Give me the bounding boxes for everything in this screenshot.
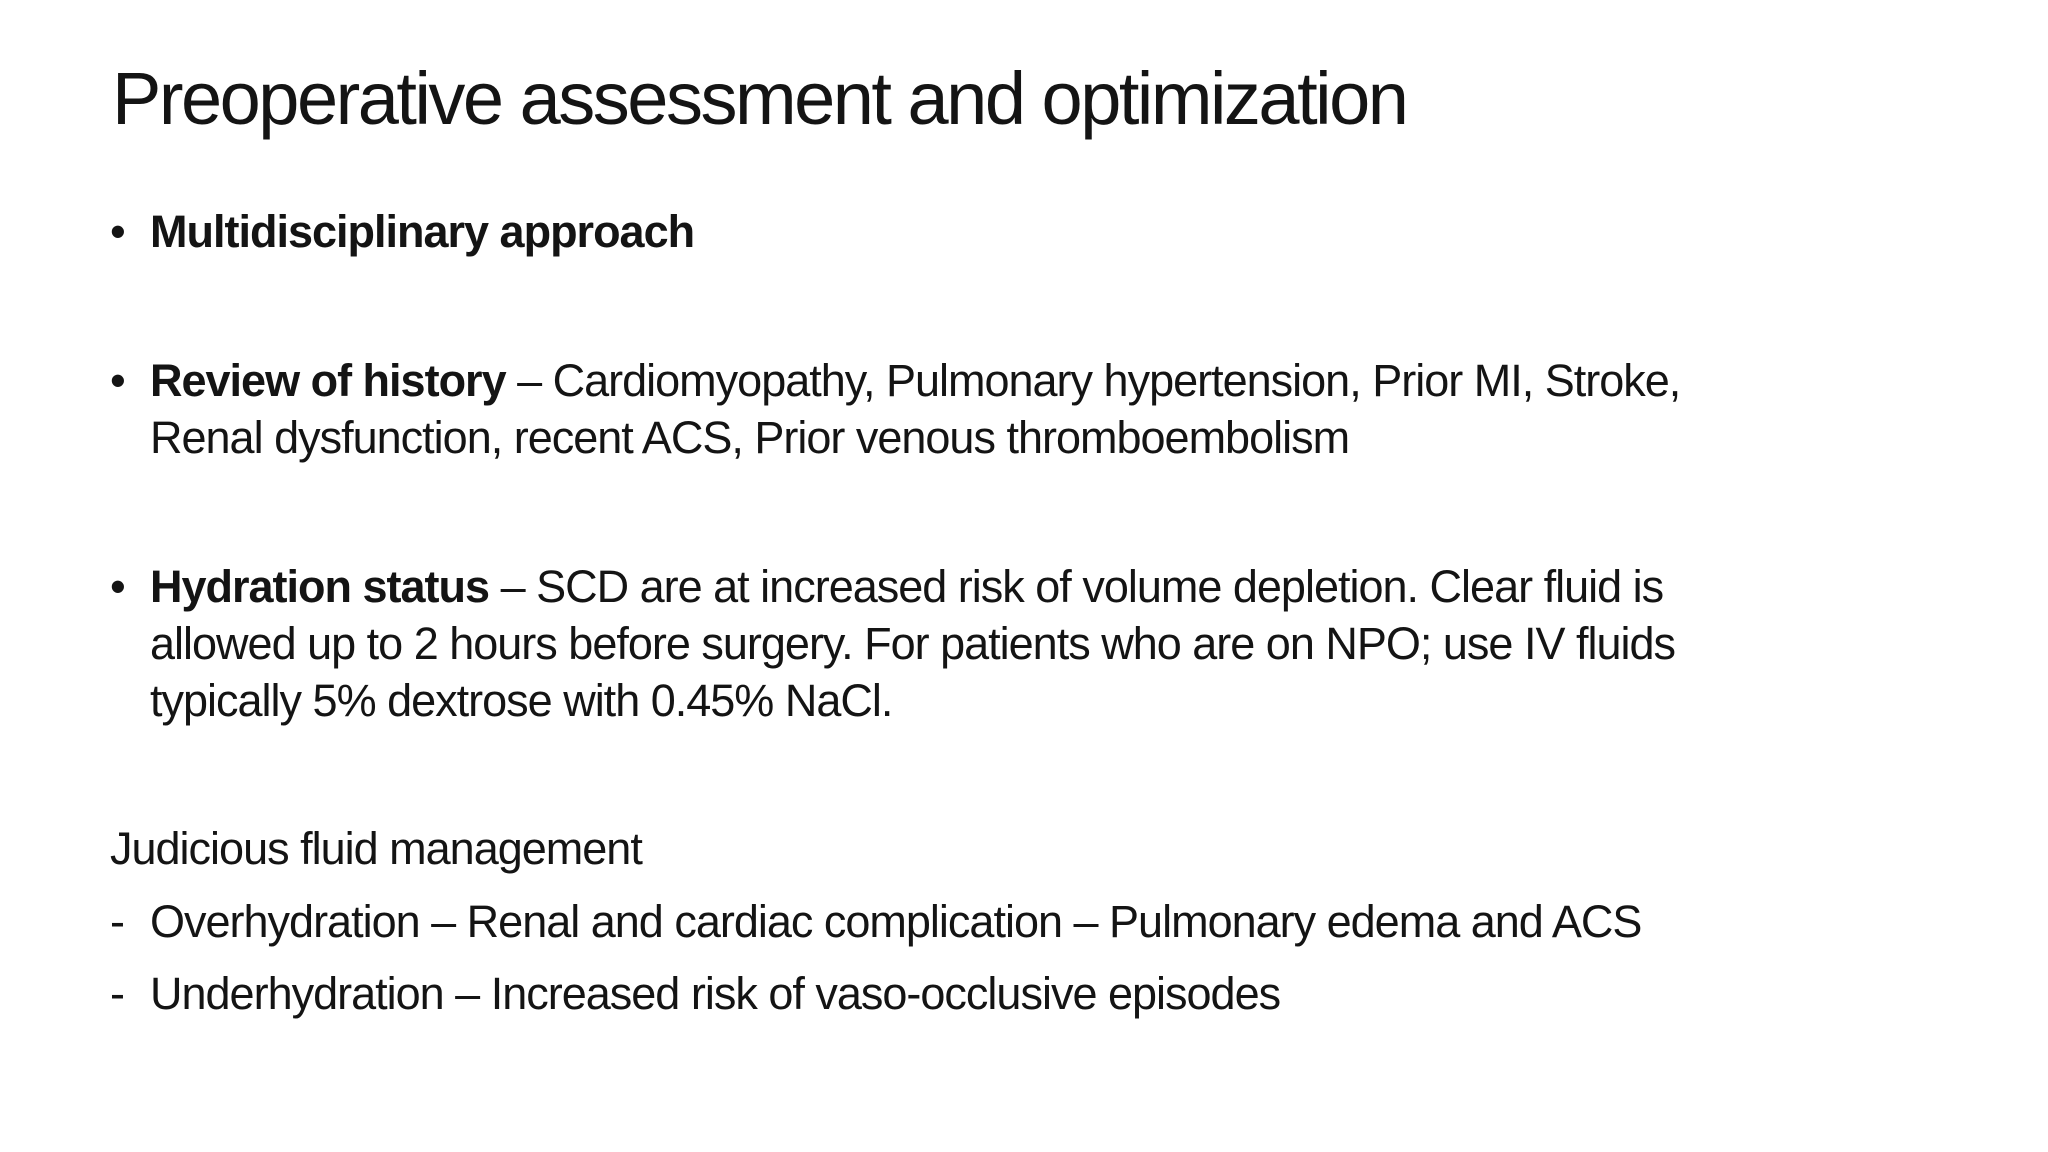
bullet-dot-icon: • (110, 206, 126, 257)
bullet-dot-icon: • (110, 355, 126, 406)
dash-item-underhydration: - Underhydration – Increased risk of vas… (110, 965, 1281, 1022)
dash-item-text: Overhydration – Renal and cardiac compli… (150, 896, 1642, 947)
bullet-item-review-of-history: • Review of history – Cardiomyopathy, Pu… (110, 352, 1681, 466)
bullet-rest-text: – Cardiomyopathy, Pulmonary hypertension… (150, 355, 1681, 463)
subsection-heading-judicious-fluid-management: Judicious fluid management (110, 823, 643, 874)
dash-item-text: Underhydration – Increased risk of vaso-… (150, 968, 1281, 1019)
bullet-item-multidisciplinary: • Multidisciplinary approach (110, 203, 695, 260)
bullet-text: Multidisciplinary approach (150, 203, 695, 260)
bullet-lead-text: Review of history (150, 355, 507, 406)
slide-title: Preoperative assessment and optimization (112, 57, 1409, 140)
bullet-dot-icon: • (110, 561, 126, 612)
bullet-lead-text: Multidisciplinary approach (150, 206, 695, 257)
bullet-text: Hydration status – SCD are at increased … (150, 558, 1676, 729)
bullet-item-hydration-status: • Hydration status – SCD are at increase… (110, 558, 1676, 729)
dash-bullet-icon: - (110, 896, 125, 947)
bullet-rest-text: – SCD are at increased risk of volume de… (150, 561, 1676, 726)
bullet-text: Review of history – Cardiomyopathy, Pulm… (150, 352, 1681, 466)
dash-bullet-icon: - (110, 968, 125, 1019)
dash-item-overhydration: - Overhydration – Renal and cardiac comp… (110, 893, 1642, 950)
bullet-lead-text: Hydration status (150, 561, 490, 612)
